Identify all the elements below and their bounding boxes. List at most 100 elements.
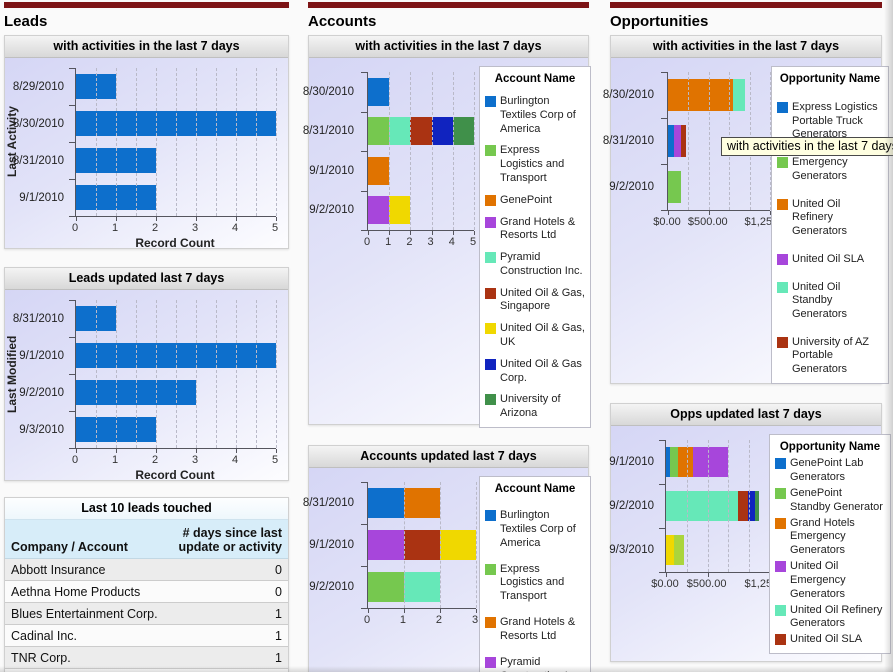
widget-leads-activity: with activities in the last 7 days Last …	[4, 35, 289, 250]
bar-segment[interactable]	[368, 572, 404, 602]
company-cell: Abbott Insurance	[11, 562, 106, 577]
bar-segment[interactable]	[368, 196, 390, 225]
axis-tick	[707, 573, 709, 577]
category-label: 9/3/2010	[19, 423, 64, 436]
category-label: 9/1/2010	[19, 349, 64, 362]
bar-row	[666, 440, 770, 484]
axis-tick	[69, 300, 75, 301]
bar	[368, 572, 476, 602]
gridline	[749, 440, 751, 572]
bar-row	[368, 566, 476, 608]
legend-label: Grand Hotels & Resorts Ltd	[500, 616, 576, 642]
axis-tick	[361, 111, 367, 113]
gridline	[410, 72, 412, 230]
bar-segment[interactable]	[668, 78, 734, 112]
legend-item: Emergency Generators	[777, 156, 883, 184]
bar-segment[interactable]	[403, 530, 440, 560]
category-label: 8/30/2010	[602, 89, 654, 101]
bar-segment[interactable]	[738, 490, 748, 522]
category-label: 9/2/2010	[309, 581, 354, 593]
section-title-accounts: Accounts	[308, 13, 377, 30]
axis-tick-label: $0.00	[651, 578, 679, 590]
bar-segment[interactable]	[452, 117, 474, 146]
axis-tick	[69, 105, 75, 106]
legend-label: United Oil Refinery Generators	[792, 197, 848, 238]
bar-segment[interactable]	[666, 490, 739, 522]
axis-tick-label: 1	[111, 222, 119, 234]
table-header: Company / Account # days since last upda…	[5, 520, 288, 559]
bar-segment[interactable]	[439, 530, 476, 560]
bar-segment[interactable]	[368, 530, 404, 560]
bar-segment[interactable]	[666, 534, 675, 566]
legend-swatch	[485, 287, 496, 299]
bar-segment[interactable]	[666, 446, 671, 478]
table-row[interactable]: TNR Corp. 1	[5, 647, 288, 669]
table-row[interactable]: Aethna Home Products 0	[5, 581, 288, 603]
category-label: 9/1/2010	[309, 164, 354, 177]
legend-label: United Oil SLA	[790, 633, 863, 646]
widget-accounts-updated: Accounts updated last 7 days 8/31/2010 9/…	[303, 445, 591, 672]
section-rule	[610, 2, 882, 8]
chart-title: Opps updated last 7 days	[611, 404, 881, 426]
chart-legend: Opportunity Name GenePoint Lab Generator…	[769, 434, 891, 654]
days-cell: 1	[275, 650, 282, 665]
legend-title: Account Name	[494, 483, 576, 495]
table-row[interactable]: Blues Entertainment Corp. 1	[5, 603, 288, 625]
bar-segment[interactable]	[403, 488, 440, 518]
bar-segment[interactable]	[403, 572, 440, 602]
bar-segment[interactable]	[733, 78, 745, 112]
axis-tick-label: 3	[191, 222, 199, 234]
bar-segment[interactable]	[368, 117, 390, 146]
axis-tick	[69, 68, 75, 69]
bar-segment[interactable]	[670, 446, 679, 478]
chart-leads-updated: Last Modified 8/31/2010 9/1/2010 9/2/2010 9…	[5, 290, 288, 482]
axis-tick	[368, 231, 369, 235]
category-label: 9/3/2010	[609, 544, 654, 556]
category-label: 8/31/2010	[602, 135, 654, 147]
bar-segment[interactable]	[368, 488, 404, 518]
legend-label: Burlington Textiles Corp of America	[500, 509, 576, 549]
legend-label: United Oil & Gas, Singapore	[500, 286, 585, 313]
widget-leads-table: Last 10 leads touched Company / Account …	[4, 497, 289, 672]
gridline	[276, 300, 277, 448]
days-cell: 0	[275, 584, 282, 599]
table-row[interactable]: Cadinal Inc. 1	[5, 625, 288, 647]
bar-segment[interactable]	[747, 490, 755, 522]
bar-segment[interactable]	[674, 534, 685, 566]
legend-swatch	[775, 517, 786, 529]
axis-tick-label: $0.00	[653, 216, 681, 228]
bar-segment[interactable]	[368, 156, 390, 185]
chart-accounts-updated: 8/31/2010 9/1/2010 9/2/2010 0 1 2 3 Account N…	[303, 468, 591, 672]
bar-segment[interactable]	[674, 124, 682, 158]
category-label: 8/30/2010	[12, 117, 64, 130]
axis-tick	[659, 484, 665, 485]
bar-segment[interactable]	[678, 446, 694, 478]
legend-swatch	[777, 281, 788, 293]
bar-segment[interactable]	[668, 170, 682, 204]
bar-row	[368, 72, 474, 112]
axis-tick-label: 2	[151, 222, 159, 234]
axis-tick-label: 3	[427, 236, 434, 248]
axis-tick-label: 5	[271, 454, 279, 466]
bar-segment[interactable]	[368, 77, 390, 106]
gridline	[431, 72, 433, 230]
bar-segment[interactable]	[681, 124, 686, 158]
legend-swatch	[485, 394, 496, 406]
widget-accounts-activity: with activities in the last 7 days 8/30/…	[303, 35, 591, 428]
column-leads: Leads with activities in the last 7 days…	[4, 2, 289, 672]
legend-label: United Oil Standby Generators	[792, 280, 848, 321]
bar-segment[interactable]	[754, 490, 759, 522]
axis-tick	[69, 179, 75, 180]
bar-segment[interactable]	[389, 117, 411, 146]
bar-segment[interactable]	[693, 446, 729, 478]
bar-segment[interactable]	[389, 196, 411, 225]
bar-segment[interactable]	[668, 124, 675, 158]
legend-item: United Oil & Gas Corp.	[485, 358, 585, 386]
legend-swatch	[485, 617, 496, 629]
legend-item: Burlington Textiles Corp of America	[485, 95, 585, 136]
legend-swatch	[485, 194, 496, 206]
axis-tick	[361, 482, 367, 483]
bar-segment[interactable]	[410, 117, 432, 146]
table-row[interactable]: Abbott Insurance 0	[5, 559, 288, 581]
bar-segment[interactable]	[431, 117, 453, 146]
